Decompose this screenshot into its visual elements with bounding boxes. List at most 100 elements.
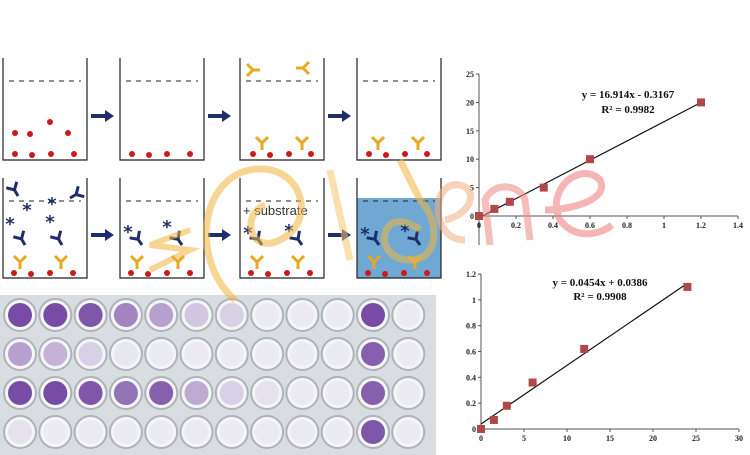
antigen-dot — [383, 152, 389, 158]
enzyme-star-icon: * — [162, 217, 172, 238]
antigen-dot — [128, 270, 134, 276]
enzyme-star-icon: * — [243, 223, 253, 244]
capture-antibody — [245, 62, 260, 78]
antigen-dot — [424, 270, 430, 276]
y-tick-label: 0.8 — [466, 322, 476, 331]
plate-well — [250, 337, 285, 371]
plate-well — [320, 415, 355, 449]
antigen-dot — [187, 151, 193, 157]
well-solution — [290, 420, 315, 444]
x-tick-label: 5 — [522, 434, 526, 443]
data-point — [586, 155, 594, 164]
antigen-dot — [265, 271, 271, 277]
well-beaker — [2, 58, 88, 161]
data-point — [697, 98, 705, 107]
antigen-dot — [146, 152, 152, 158]
antigen-dot — [307, 270, 313, 276]
x-tick-label: 15 — [606, 434, 614, 443]
watermark-i — [326, 169, 354, 261]
well-solution — [184, 342, 209, 366]
plate-well — [391, 376, 426, 410]
well-solution — [290, 303, 315, 327]
antigen-dot — [28, 271, 34, 277]
plate-well — [391, 337, 426, 371]
x-tick-label: 0.2 — [511, 221, 521, 230]
y-tick-label: 10 — [466, 155, 474, 164]
plate-well — [3, 415, 37, 449]
well-solution — [149, 303, 174, 327]
plate-well — [320, 337, 355, 371]
y-tick-label: 25 — [466, 70, 474, 79]
well-solution — [8, 303, 32, 327]
watermark-e2 — [544, 170, 615, 238]
plate-well — [38, 337, 73, 371]
enzyme-star-icon: * — [45, 212, 55, 233]
well-solution — [113, 303, 138, 327]
enzyme-star-icon: * — [22, 200, 32, 221]
data-point — [489, 415, 498, 424]
detection-antibody — [289, 230, 304, 246]
well-solution — [290, 342, 315, 366]
antigen-dot — [424, 151, 430, 157]
well-solution — [78, 381, 103, 405]
x-tick-label: 25 — [692, 434, 700, 443]
capture-antibody — [53, 254, 69, 269]
capture-antibody — [12, 254, 28, 269]
antigen-dot — [248, 270, 254, 276]
antigen-dot — [250, 151, 256, 157]
plate-well — [73, 415, 108, 449]
y-tick-label: 15 — [466, 127, 474, 136]
well-beaker — [119, 58, 205, 161]
well-solution — [219, 381, 244, 405]
detection-antibody — [407, 230, 422, 246]
plate-well — [214, 415, 249, 449]
well-solution — [78, 420, 103, 444]
well-solution — [184, 303, 209, 327]
y-tick-label: 5 — [470, 184, 474, 193]
arrow-icon — [91, 229, 114, 241]
well-solution — [255, 381, 280, 405]
watermark-logo — [148, 158, 615, 303]
x-tick-label: 10 — [563, 434, 571, 443]
antigen-dot — [286, 151, 292, 157]
plate-well — [285, 415, 320, 449]
x-tick-label: 0 — [479, 434, 483, 443]
plate-well — [285, 337, 320, 371]
x-tick-label: 30 — [735, 434, 743, 443]
antigen-dot — [145, 271, 151, 277]
antigen-dot — [11, 270, 17, 276]
x-tick-label: 0.4 — [548, 221, 558, 230]
well-solution — [396, 381, 421, 405]
well-solution — [361, 420, 385, 444]
well-beaker — [356, 58, 442, 161]
x-tick-label: 0.8 — [622, 221, 632, 230]
well-solution — [325, 420, 350, 444]
well-beaker — [2, 178, 88, 279]
well-solution — [149, 381, 174, 405]
antigen-dot — [284, 270, 290, 276]
plate-well — [320, 376, 355, 410]
plate-well — [391, 298, 426, 332]
data-point — [505, 197, 514, 206]
capture-antibody — [294, 135, 310, 150]
watermark-e — [434, 181, 475, 244]
plate-well — [73, 337, 108, 371]
data-point — [502, 401, 511, 410]
plate-well — [285, 298, 320, 332]
plate-well — [250, 298, 285, 332]
well-solution — [113, 342, 138, 366]
y-tick-label: 1 — [472, 296, 476, 305]
detection-antibody — [129, 230, 144, 246]
well-solution — [43, 381, 68, 405]
arrow-icon — [328, 110, 351, 122]
well-solution — [184, 381, 209, 405]
well-solution — [396, 342, 421, 366]
capture-antibody — [290, 254, 306, 269]
capture-antibody — [410, 135, 426, 150]
x-tick-label: 1.4 — [733, 221, 743, 230]
capture-antibody — [296, 60, 311, 76]
data-point — [490, 204, 499, 213]
antigen-dot — [71, 151, 77, 157]
antigen-dot — [366, 151, 372, 157]
